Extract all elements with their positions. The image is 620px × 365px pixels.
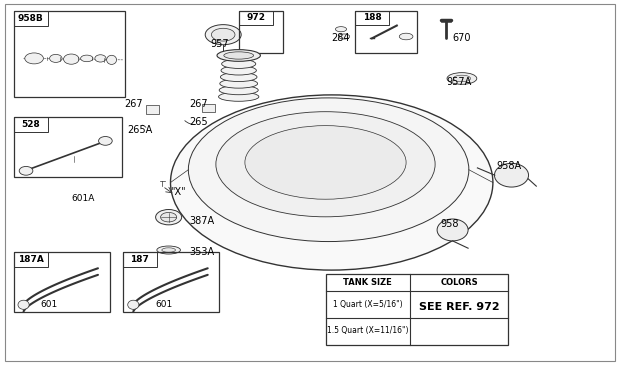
Ellipse shape — [156, 210, 182, 225]
Ellipse shape — [188, 98, 469, 242]
Text: eReplacementParts.com: eReplacementParts.com — [234, 169, 386, 182]
Text: 1 Quart (X=5/16"): 1 Quart (X=5/16") — [333, 300, 402, 309]
Ellipse shape — [335, 27, 347, 32]
Text: 958B: 958B — [18, 14, 43, 23]
Text: 1.5 Quart (X=11/16"): 1.5 Quart (X=11/16") — [327, 326, 409, 335]
Text: 267: 267 — [189, 99, 208, 109]
Ellipse shape — [219, 92, 259, 101]
Text: 528: 528 — [21, 120, 40, 129]
Ellipse shape — [211, 28, 235, 41]
Ellipse shape — [221, 66, 257, 75]
Ellipse shape — [95, 55, 106, 62]
Ellipse shape — [170, 95, 493, 270]
Text: "X": "X" — [170, 187, 186, 197]
Ellipse shape — [447, 73, 477, 84]
Text: 972: 972 — [246, 14, 265, 22]
Text: 601A: 601A — [71, 195, 95, 203]
Text: 958A: 958A — [496, 161, 521, 171]
Text: 957A: 957A — [446, 77, 472, 87]
Text: 601: 601 — [155, 300, 172, 309]
Ellipse shape — [128, 300, 139, 310]
Ellipse shape — [339, 34, 350, 39]
Ellipse shape — [216, 112, 435, 217]
Ellipse shape — [224, 52, 254, 59]
Text: 188: 188 — [363, 14, 382, 22]
Ellipse shape — [222, 59, 256, 69]
Text: 670: 670 — [453, 33, 471, 43]
Ellipse shape — [219, 79, 258, 88]
Text: 284: 284 — [332, 33, 350, 43]
FancyArrow shape — [146, 105, 159, 114]
Ellipse shape — [245, 126, 406, 199]
Ellipse shape — [217, 50, 260, 61]
FancyArrow shape — [202, 104, 215, 112]
Ellipse shape — [107, 55, 117, 64]
Ellipse shape — [81, 55, 93, 62]
Text: 387A: 387A — [189, 216, 215, 226]
Ellipse shape — [99, 137, 112, 145]
Text: SEE REF. 972: SEE REF. 972 — [418, 301, 499, 312]
Text: 265: 265 — [189, 117, 208, 127]
Text: 601: 601 — [40, 300, 58, 309]
Ellipse shape — [437, 219, 468, 241]
Text: 187A: 187A — [18, 255, 43, 264]
Ellipse shape — [19, 166, 33, 175]
Ellipse shape — [63, 54, 79, 64]
Ellipse shape — [157, 246, 180, 254]
Text: 958: 958 — [440, 219, 459, 230]
Text: 353A: 353A — [189, 247, 215, 257]
Text: 265A: 265A — [127, 124, 153, 135]
Text: TANK SIZE: TANK SIZE — [343, 278, 392, 287]
Ellipse shape — [18, 300, 29, 310]
Ellipse shape — [453, 75, 471, 82]
Ellipse shape — [399, 33, 413, 40]
Ellipse shape — [221, 73, 257, 82]
Ellipse shape — [50, 54, 62, 62]
Text: 267: 267 — [124, 99, 143, 109]
Text: COLORS: COLORS — [440, 278, 478, 287]
Text: 957: 957 — [211, 39, 229, 49]
Ellipse shape — [162, 248, 175, 252]
Ellipse shape — [205, 25, 241, 45]
Ellipse shape — [495, 163, 528, 187]
Ellipse shape — [25, 53, 43, 64]
Ellipse shape — [219, 85, 259, 95]
Text: 187: 187 — [130, 255, 149, 264]
Ellipse shape — [161, 212, 177, 222]
